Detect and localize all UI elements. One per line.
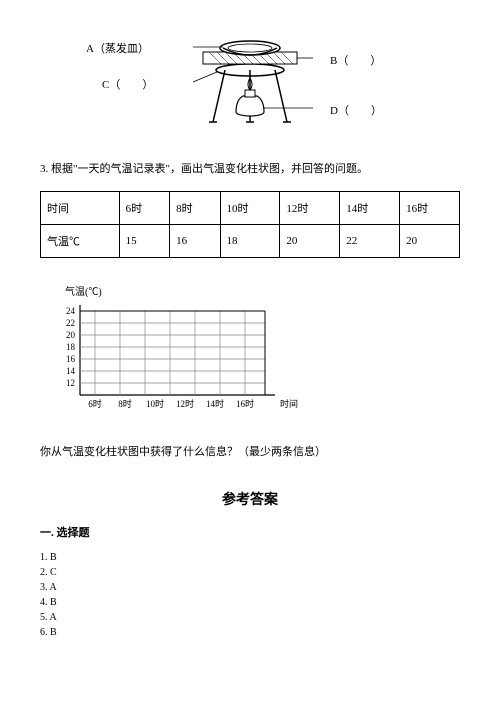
svg-text:22: 22 (66, 318, 75, 328)
svg-text:14: 14 (66, 366, 76, 376)
svg-text:18: 18 (66, 342, 76, 352)
chart-x-title-inline: 时间 (280, 398, 298, 409)
table-cell: 20 (400, 225, 460, 258)
table-header-cell: 12时 (280, 192, 340, 225)
answer-item: 6. B (40, 625, 460, 640)
svg-text:8时: 8时 (118, 398, 132, 409)
y-tick: 24 (66, 306, 76, 316)
answers-section-heading: 一. 选择题 (40, 524, 460, 540)
svg-text:10时: 10时 (146, 398, 164, 409)
table-data-row: 气温℃ 15 16 18 20 22 20 (41, 225, 460, 258)
answers-list: 1. B 2. C 3. A 4. B 5. A 6. B (40, 550, 460, 640)
table-header-cell: 10时 (220, 192, 280, 225)
svg-text:6时: 6时 (88, 398, 102, 409)
table-cell: 18 (220, 225, 280, 258)
svg-text:16时: 16时 (236, 398, 254, 409)
chart-section: 气温(℃) 24 22 (40, 283, 460, 418)
table-header-cell: 8时 (170, 192, 220, 225)
table-cell: 15 (119, 225, 169, 258)
diagram-label-b: B（ ） (330, 52, 381, 68)
diagram-label-d: D（ ） (330, 102, 382, 118)
temperature-table: 时间 6时 8时 10时 12时 14时 16时 气温℃ 15 16 18 20… (40, 191, 460, 258)
table-row-label: 气温℃ (41, 225, 120, 258)
diagram-label-c: C（ ） (102, 76, 153, 92)
answer-item: 4. B (40, 595, 460, 610)
diagram-label-a: A（蒸发皿） (86, 40, 149, 56)
question-3-prompt: 3. 根据"一天的气温记录表"，画出气温变化柱状图，并回答的问题。 (40, 160, 460, 176)
svg-text:20: 20 (66, 330, 76, 340)
table-header-row: 时间 6时 8时 10时 12时 14时 16时 (41, 192, 460, 225)
svg-text:12时: 12时 (176, 398, 194, 409)
answer-item: 3. A (40, 580, 460, 595)
table-cell: 16 (170, 225, 220, 258)
table-cell: 22 (340, 225, 400, 258)
answer-item: 2. C (40, 565, 460, 580)
svg-text:14时: 14时 (206, 398, 224, 409)
table-header-cell: 16时 (400, 192, 460, 225)
svg-text:16: 16 (66, 354, 76, 364)
table-cell: 20 (280, 225, 340, 258)
apparatus-diagram: A（蒸发皿） B（ ） C（ ） D（ ） (40, 30, 460, 130)
chart-y-title: 气温(℃) (65, 283, 460, 298)
answers-heading: 参考答案 (40, 489, 460, 509)
answer-item: 5. A (40, 610, 460, 625)
svg-text:12: 12 (66, 378, 75, 388)
table-header-cell: 6时 (119, 192, 169, 225)
table-header-cell: 时间 (41, 192, 120, 225)
table-header-cell: 14时 (340, 192, 400, 225)
answer-item: 1. B (40, 550, 460, 565)
followup-question: 你从气温变化柱状图中获得了什么信息？（最少两条信息） (40, 443, 460, 459)
chart-grid-svg: 24 22 20 18 16 14 12 6时 8时 10时 12时 14时 1… (40, 300, 300, 415)
